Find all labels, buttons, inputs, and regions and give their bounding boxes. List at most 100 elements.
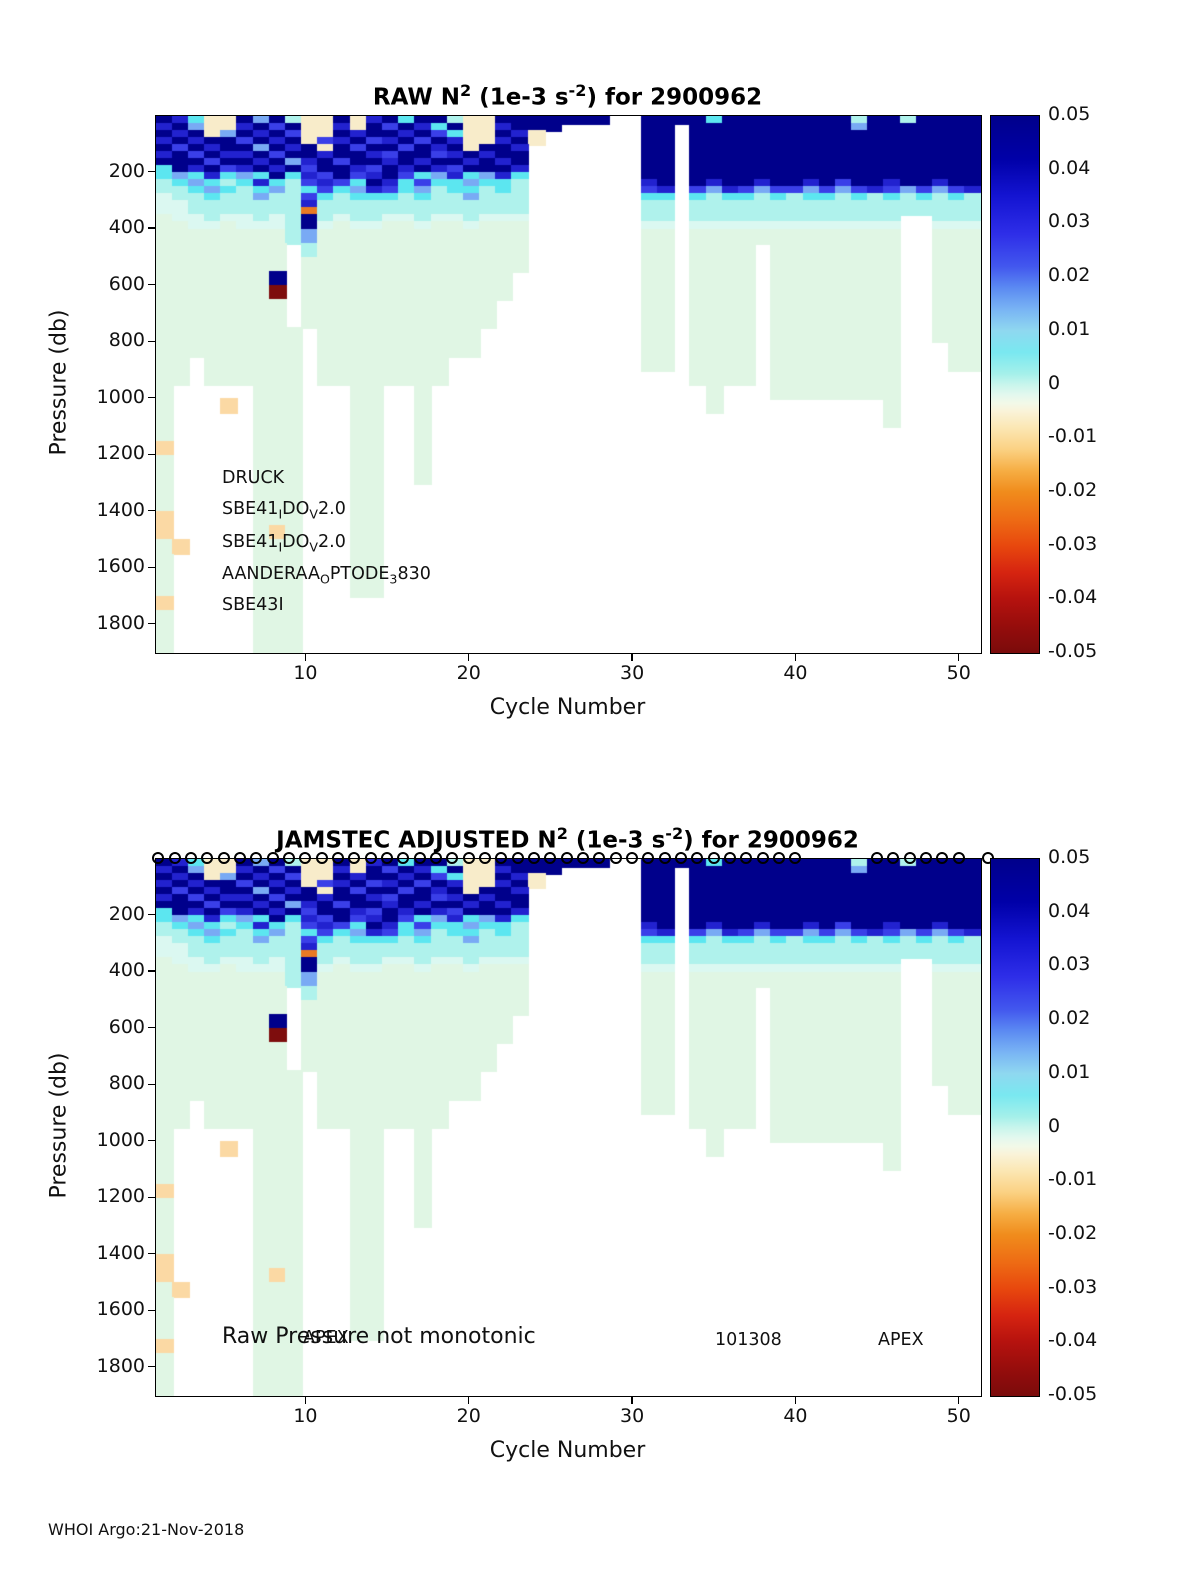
x-tick-label: 20	[456, 1405, 481, 1427]
y-tick-label: 1000	[96, 385, 145, 408]
text-segment: AANDERAA	[222, 564, 320, 585]
text-segment: SBE43I	[222, 595, 284, 616]
y-tick-mark	[148, 1366, 155, 1368]
cycle-marker-circle	[528, 852, 541, 864]
footer-credit: WHOI Argo:21-Nov-2018	[48, 1520, 245, 1539]
text-segment: (1e-3 s	[567, 827, 666, 854]
colorbar-jamstec_adjusted	[990, 858, 1040, 1397]
text-segment: JAMSTEC ADJUSTED N	[276, 827, 557, 854]
text-segment: ) for 2900962	[683, 827, 859, 854]
y-tick-label: 200	[108, 159, 145, 182]
colorbar-tick-label: -0.02	[1048, 1221, 1098, 1244]
annotation-text: APEX	[878, 1330, 924, 1350]
annotation-text: 101308	[715, 1330, 782, 1350]
text-segment: Raw Pressure not monotonic	[222, 1324, 536, 1350]
cycle-marker-circle	[658, 852, 671, 864]
y-tick-mark	[148, 970, 155, 972]
x-tick-mark	[304, 1396, 307, 1404]
colorbar-tick-label: 0.04	[1048, 899, 1091, 922]
cycle-marker-circle	[740, 852, 753, 864]
x-tick-label: 50	[946, 1405, 971, 1427]
text-segment: APEX	[878, 1330, 924, 1351]
text-segment: I	[278, 539, 283, 555]
y-tick-label: 1200	[96, 1185, 145, 1208]
text-segment: DO	[282, 499, 310, 520]
colorbar-tick-label: -0.01	[1048, 425, 1098, 448]
text-segment: 2.0	[318, 499, 346, 520]
text-segment: -2	[568, 81, 587, 100]
x-axis-label: Cycle Number	[489, 695, 646, 720]
cycle-marker-circle	[201, 852, 214, 864]
cycle-marker-circle	[511, 852, 524, 864]
text-segment: I	[278, 506, 283, 522]
y-tick-mark	[148, 227, 155, 229]
cycle-marker-circle	[283, 852, 296, 864]
heatmap-canvas-jamstec_adjusted	[156, 859, 981, 1396]
y-tick-mark	[148, 453, 155, 455]
y-tick-mark	[148, 170, 155, 173]
cycle-marker-circle	[234, 852, 247, 864]
text-segment: 2	[459, 81, 472, 100]
y-tick-mark	[148, 1026, 155, 1029]
x-tick-mark	[958, 1396, 960, 1404]
cycle-marker-circle	[887, 852, 900, 864]
panel-title-jamstec_adjusted: JAMSTEC ADJUSTED N2 (1e-3 s-2) for 29009…	[155, 824, 980, 854]
text-segment: 2.0	[318, 532, 346, 553]
text-segment: 2	[556, 824, 568, 843]
y-tick-label: 1000	[96, 1128, 145, 1151]
cycle-marker-circle	[217, 852, 230, 864]
panel-title-raw: RAW N2 (1e-3 s-2) for 2900962	[155, 81, 980, 111]
cycle-marker-circle	[495, 852, 508, 864]
annotation-text: SBE41IDOV2.0	[222, 499, 346, 522]
text-segment: DO	[282, 532, 310, 553]
cycle-marker-circle	[756, 852, 769, 864]
cycle-marker-circle	[430, 852, 443, 864]
annotation-text: AANDERAAOPTODE3830	[222, 564, 431, 587]
text-segment: SBE41	[222, 499, 279, 520]
x-tick-mark	[468, 1396, 470, 1404]
y-tick-mark	[148, 1083, 155, 1085]
x-tick-label: 40	[783, 662, 808, 684]
cycle-marker-circle	[462, 852, 475, 864]
cycle-marker-circle	[691, 852, 704, 864]
y-tick-label: 600	[108, 1015, 145, 1038]
text-segment: RAW N	[372, 84, 460, 111]
cycle-marker-circle	[446, 852, 459, 864]
cycle-marker-circle	[577, 852, 590, 864]
x-tick-mark	[631, 653, 633, 661]
text-segment: APEX	[303, 1328, 349, 1349]
x-tick-mark	[958, 653, 960, 661]
cycle-marker-circle	[381, 852, 394, 864]
colorbar-tick-label: 0.03	[1048, 953, 1091, 976]
cycle-marker-circle	[593, 852, 606, 864]
colorbar-tick-label: -0.01	[1048, 1168, 1098, 1191]
colorbar-tick-label: -0.03	[1048, 532, 1098, 555]
colorbar-tick-label: 0.04	[1048, 156, 1091, 179]
y-tick-mark	[148, 1196, 155, 1198]
cycle-marker-circle	[413, 852, 426, 864]
cycle-marker-circle	[626, 852, 639, 864]
text-segment: V	[309, 539, 319, 555]
cycle-marker-circle	[724, 852, 737, 864]
colorbar-tick-label: -0.05	[1048, 1383, 1098, 1405]
y-tick-label: 1400	[96, 498, 145, 521]
y-tick-mark	[148, 566, 155, 568]
cycle-marker-circle	[609, 852, 622, 864]
y-tick-label: 1200	[96, 442, 145, 465]
cycle-marker-circle	[185, 852, 198, 864]
text-segment: 830	[397, 564, 431, 585]
colorbar-tick-label: 0.02	[1048, 264, 1091, 287]
y-tick-label: 600	[108, 272, 145, 295]
cycle-marker-circle	[560, 852, 573, 864]
text-segment: -2	[665, 824, 684, 843]
x-tick-mark	[794, 1396, 797, 1404]
y-tick-label: 400	[108, 216, 145, 239]
cycle-marker-circle	[315, 852, 328, 864]
colorbar-tick-label: 0.02	[1048, 1007, 1091, 1030]
annotation-text: DRUCK	[222, 468, 284, 488]
cycle-marker-circle	[920, 852, 933, 864]
cycle-marker-circle	[266, 852, 279, 864]
y-tick-label: 400	[108, 959, 145, 982]
cycle-marker-circle	[332, 852, 345, 864]
